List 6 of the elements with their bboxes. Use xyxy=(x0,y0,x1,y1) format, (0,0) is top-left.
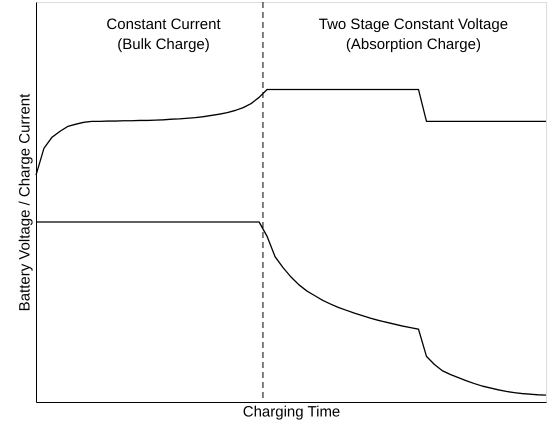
text: (Bulk Charge) xyxy=(117,36,210,53)
text: Constant Current xyxy=(106,16,222,33)
x-axis-title: Charging Time xyxy=(242,404,340,420)
text: Two Stage Constant Voltage xyxy=(318,16,508,33)
y-axis-title: Battery Voltage / Charge Current xyxy=(16,92,34,312)
text: (Absorption Charge) xyxy=(346,36,481,53)
